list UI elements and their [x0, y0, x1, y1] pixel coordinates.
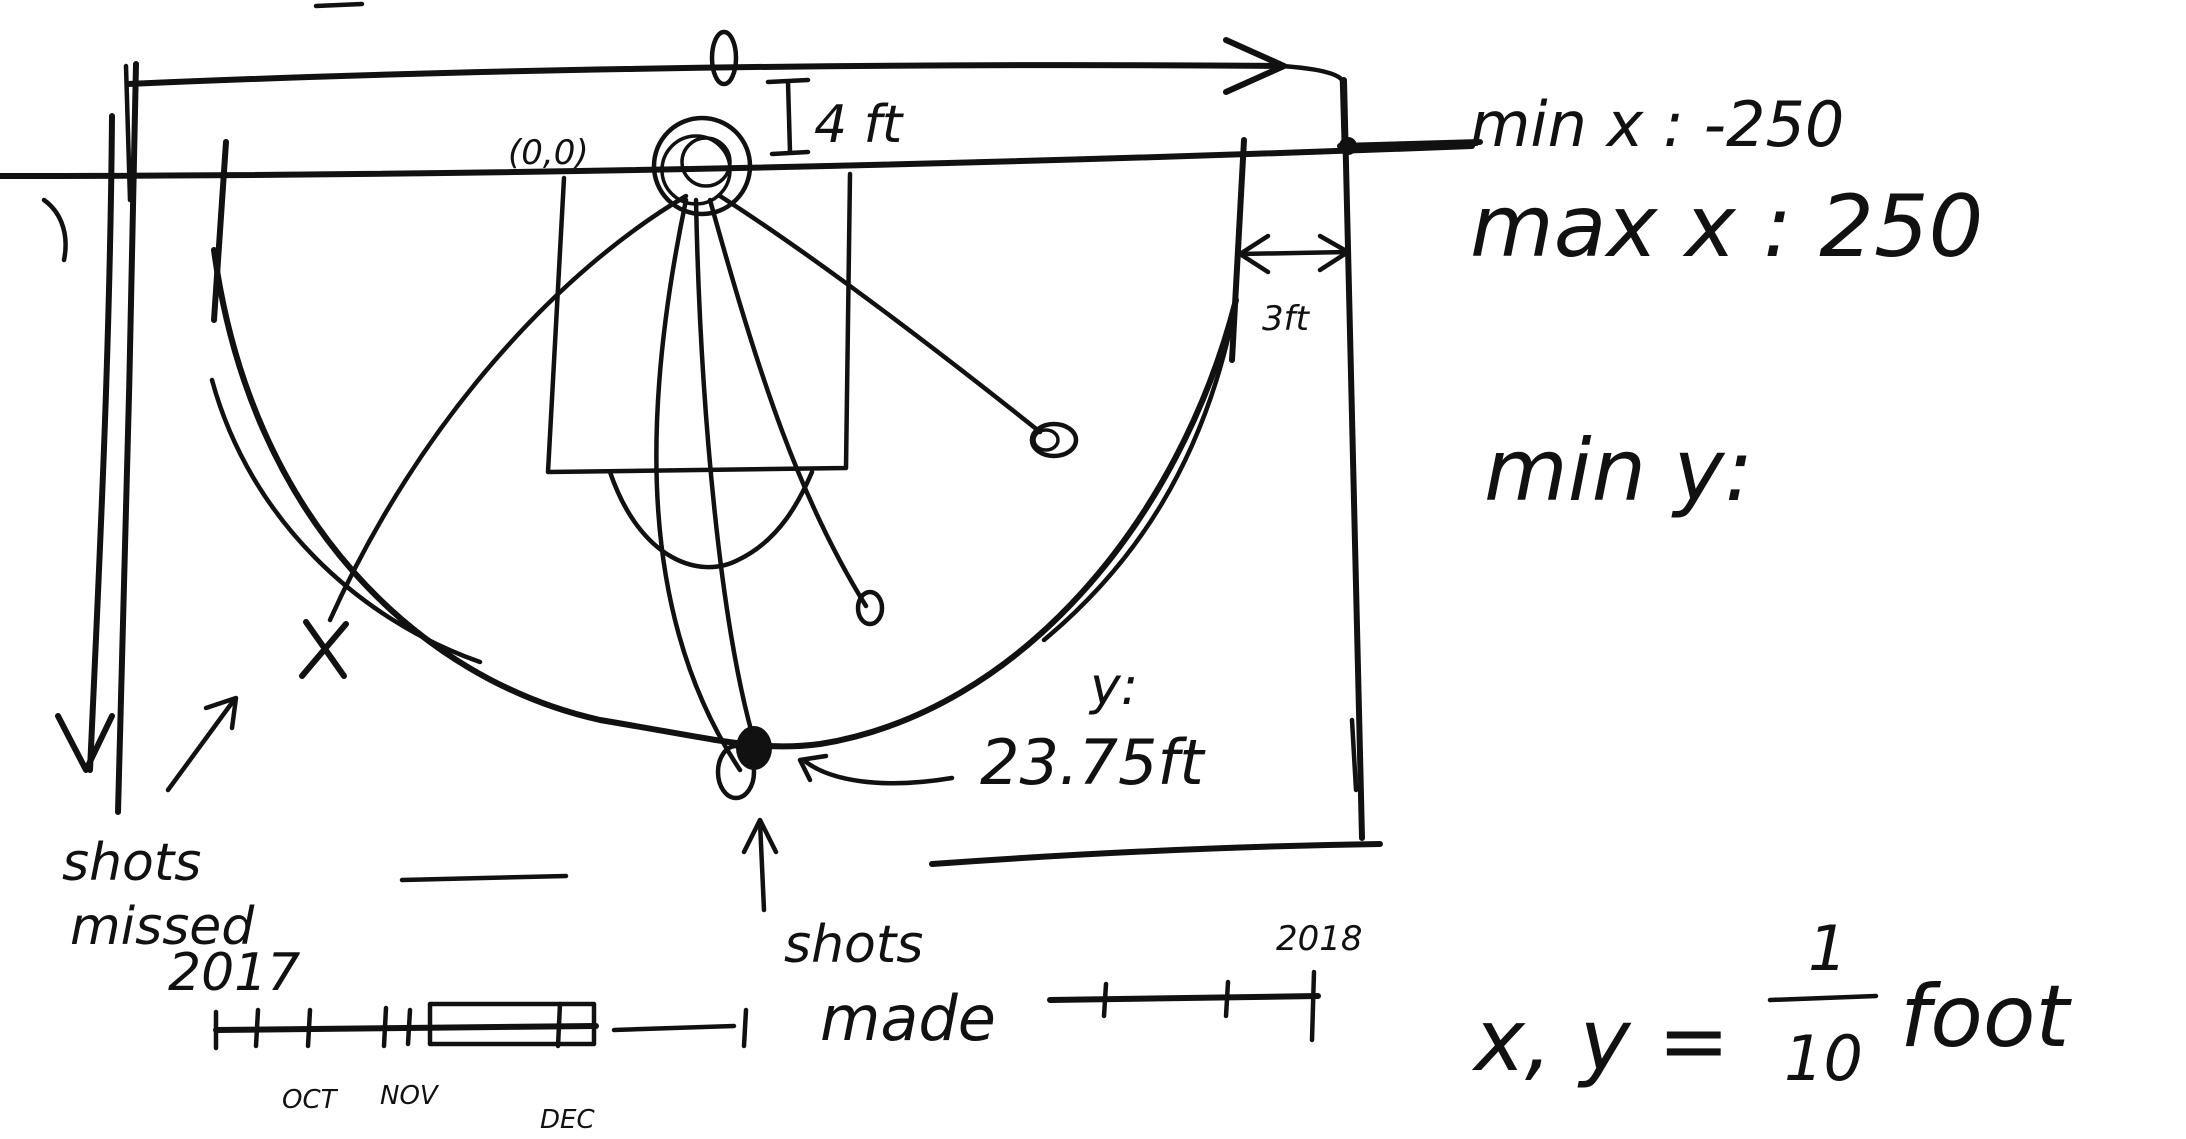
units-fraction-bar — [1767, 993, 1879, 1003]
court-width-arrow — [125, 62, 1285, 87]
timeline-tick-9 — [1223, 979, 1231, 1019]
timeline-tick-10 — [1309, 969, 1317, 1043]
shot-path-center-right — [693, 197, 763, 763]
three-point-left-corner — [211, 139, 229, 323]
units-rhs: foot — [1900, 967, 2073, 1067]
shot-marker-right-inner — [1032, 428, 1060, 452]
y-label: y: — [1088, 657, 1138, 717]
shots-made-line-1: shots — [784, 915, 923, 975]
hoop — [651, 115, 753, 217]
corner-offset-arrowhead-left — [1237, 233, 1271, 275]
court-depth-arrow — [87, 113, 115, 773]
timeline-line-left — [213, 1023, 599, 1033]
shots-missed-pointer-head — [203, 695, 239, 731]
timeline-tick-6 — [555, 1001, 563, 1049]
hoop-offset-marker — [765, 77, 811, 157]
timeline-tick-3 — [305, 1007, 313, 1049]
timeline-line-right — [1047, 993, 1321, 1003]
three-point-line — [209, 137, 1351, 750]
corner-offset-arrow — [1237, 249, 1351, 257]
timeline-dash-top — [399, 873, 569, 883]
timeline-tick-4 — [381, 1005, 389, 1049]
min-x-label: min x : -250 — [1470, 88, 1844, 161]
shot-marker-mid — [855, 589, 885, 627]
timeline-highlight-box — [427, 1001, 597, 1047]
three-point-arc-echo-right — [1041, 327, 1233, 643]
court-baseline — [0, 143, 1475, 179]
left-edge-tick — [41, 197, 68, 263]
radius-pointer-head — [797, 753, 829, 783]
shot-marker-made — [736, 726, 772, 770]
shot-path-missed-left — [327, 193, 689, 623]
timeline-tick-8 — [1101, 981, 1109, 1019]
court-baseline-ext — [1337, 139, 1483, 149]
shot-trajectories — [165, 193, 1079, 913]
units-numerator: 1 — [1808, 912, 1847, 985]
timeline — [213, 873, 1321, 1051]
shots-made-line-2: made — [820, 982, 996, 1055]
shot-path-mid — [707, 197, 869, 609]
three-point-arc — [211, 247, 1239, 750]
hoop-offset-label: 4 ft — [814, 95, 904, 155]
court-left-sideline — [115, 61, 139, 815]
corner-offset-arrowhead-right — [1317, 233, 1351, 273]
miss-marker-x — [299, 619, 349, 679]
timeline-month-dec: DEC — [540, 1105, 595, 1135]
shot-path-right — [717, 193, 1043, 435]
shot-marker-right — [1029, 421, 1079, 459]
units-denominator: 10 — [1784, 1022, 1863, 1095]
timeline-month-nov: NOV — [380, 1081, 440, 1111]
paint-rectangle — [545, 171, 853, 475]
timeline-dash-mid — [611, 1023, 737, 1033]
shot-marker-made-ring — [715, 743, 757, 801]
units-lhs: x, y = — [1471, 991, 1730, 1091]
corner-offset-label: 3ft — [1262, 299, 1311, 339]
timeline-end-year: 2018 — [1276, 919, 1363, 959]
court-right-sideline-tick — [1349, 717, 1359, 793]
paint-area — [545, 77, 853, 570]
origin-label: (0,0) — [508, 133, 589, 173]
timeline-tick-2 — [253, 1007, 261, 1049]
max-x-label: max x : 250 — [1470, 177, 1983, 277]
court-right-sideline — [1341, 77, 1365, 841]
timeline-month-oct: OCT — [282, 1085, 339, 1115]
radius-pointer — [803, 759, 955, 786]
court-outline — [0, 29, 1483, 867]
shots-missed-pointer — [165, 697, 237, 793]
radius-label: 23.75ft — [980, 726, 1206, 799]
three-point-right-corner — [1229, 137, 1247, 363]
shots-missed-line-2: missed — [70, 897, 255, 957]
free-throw-semicircle — [607, 469, 815, 570]
timeline-tick-7 — [741, 1007, 749, 1049]
court-bottom-line — [929, 841, 1383, 867]
timeline-start-year: 2017 — [168, 943, 300, 1003]
min-y-label: min y: — [1484, 421, 1753, 521]
court-top-right-border — [1279, 63, 1347, 153]
hoop-inner-2 — [680, 136, 732, 188]
timeline-tick-5 — [405, 1007, 413, 1047]
top-center-mark — [709, 29, 739, 87]
three-point-arc-echo — [209, 377, 483, 665]
stray-top-stroke — [313, 1, 365, 9]
shots-made-pointer — [757, 819, 767, 913]
baseline-right-dot — [1339, 137, 1357, 155]
shot-path-center-left — [654, 197, 743, 773]
court-depth-arrowhead — [55, 713, 115, 773]
shots-made-pointer-head — [741, 817, 779, 855]
shots-missed-line-1: shots — [62, 833, 201, 893]
